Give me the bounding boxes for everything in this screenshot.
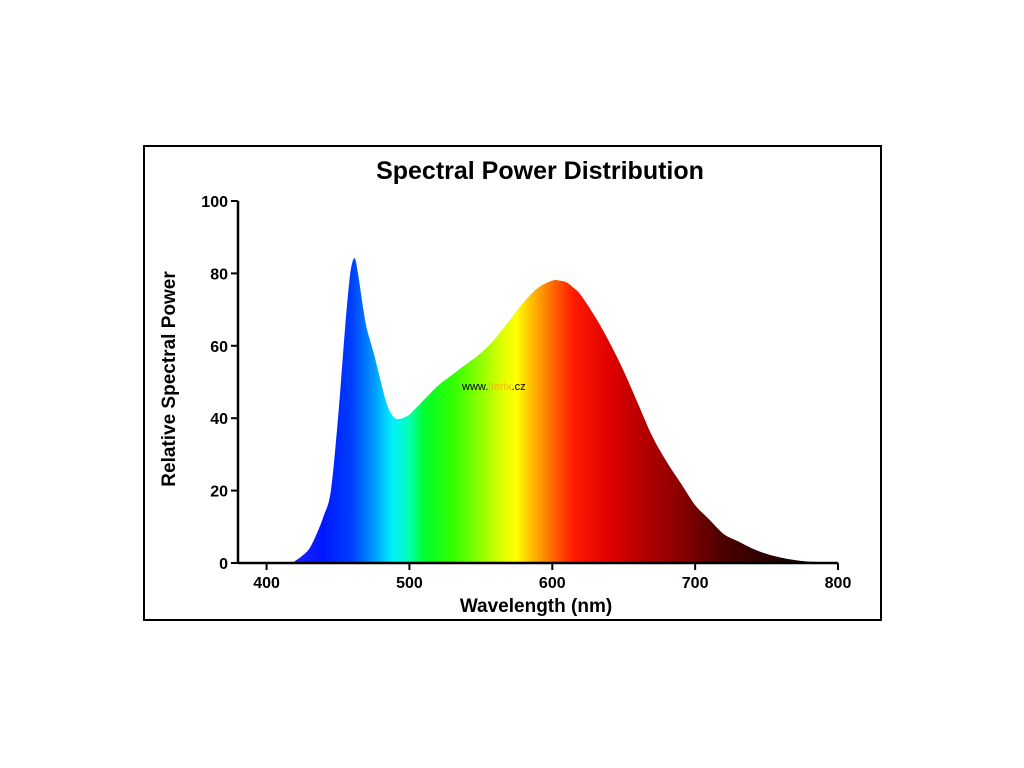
x-tick-label-400: 400 [253, 575, 280, 592]
y-tick-label-60: 60 [210, 339, 228, 356]
spectral-power-chart: Spectral Power Distribution www.lterix.c… [159, 157, 851, 617]
x-tick-label-500: 500 [396, 575, 423, 592]
y-tick-label-100: 100 [201, 194, 228, 211]
y-tick-label-80: 80 [210, 266, 228, 283]
x-tick-label-800: 800 [825, 575, 852, 592]
x-tick-label-700: 700 [682, 575, 709, 592]
spectrum-area [292, 258, 831, 563]
x-tick-label-600: 600 [539, 575, 566, 592]
y-tick-label-20: 20 [210, 484, 228, 501]
watermark: www.lterix.cz [461, 381, 526, 393]
plot-area [292, 258, 831, 563]
axes: 400 500 600 700 800 0 20 40 60 80 100 [201, 194, 851, 592]
chart-frame: Spectral Power Distribution www.lterix.c… [143, 145, 882, 621]
y-tick-label-40: 40 [210, 411, 228, 428]
watermark-brand: lterix [488, 381, 512, 393]
y-tick-label-0: 0 [219, 556, 228, 573]
watermark-suffix: .cz [512, 381, 526, 393]
x-axis-label: Wavelength (nm) [460, 596, 612, 617]
chart-title: Spectral Power Distribution [376, 157, 704, 185]
y-axis-label: Relative Spectral Power [159, 271, 180, 487]
watermark-prefix: www. [461, 381, 488, 393]
